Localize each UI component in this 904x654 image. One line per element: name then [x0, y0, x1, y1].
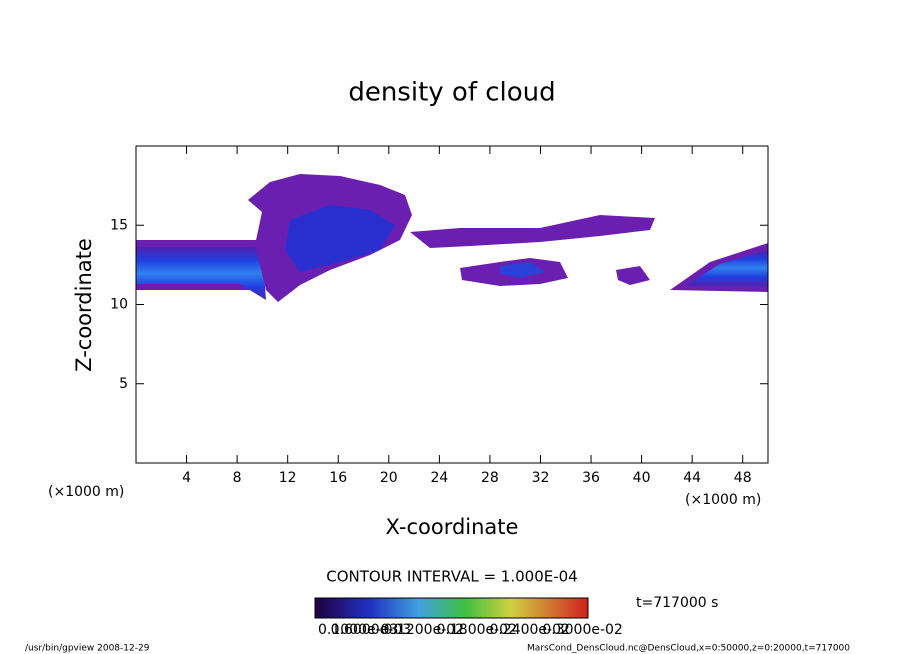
- x-tick-label: 32: [532, 470, 550, 486]
- x-tick-label: 40: [633, 470, 651, 486]
- y-axis-label: Z-coordinate: [72, 238, 96, 372]
- x-tick-label: 28: [481, 470, 499, 486]
- time-label: t=717000 s: [636, 595, 718, 611]
- contour-interval: CONTOUR INTERVAL = 1.000E-04: [326, 568, 577, 586]
- colorbar-label: 0.1000e-03: [318, 622, 398, 638]
- chart-title: density of cloud: [348, 78, 555, 108]
- y-tick-label: 15: [110, 217, 128, 233]
- x-unit: (×1000 m): [48, 484, 124, 500]
- colorbar-label: 0.1800e-02: [437, 622, 517, 638]
- x-tick-label: 24: [430, 470, 448, 486]
- x-tick-label: 36: [582, 470, 600, 486]
- y-tick-label: 10: [110, 297, 128, 313]
- x-tick-label: 48: [734, 470, 752, 486]
- cloud-field: [136, 174, 768, 302]
- x-axis-label: X-coordinate: [386, 515, 519, 539]
- colorbar-label: 0.3000e-02: [542, 622, 622, 638]
- footer: /usr/bin/gpview 2008-12-29: [25, 644, 150, 654]
- x-tick-label: 8: [233, 470, 242, 486]
- colorbar-label: 0.2400e-02: [489, 622, 569, 638]
- colorbar-label: 0.6000e-03: [331, 622, 411, 638]
- colorbar-label: 0.1200e-02: [384, 622, 464, 638]
- plot-frame: [135, 145, 769, 464]
- colorbar: [314, 597, 589, 619]
- x-tick-label: 20: [380, 470, 398, 486]
- x-tick-label: 12: [279, 470, 297, 486]
- x-tick-label: 16: [329, 470, 347, 486]
- x-tick-label: 4: [182, 470, 191, 486]
- x-unit: (×1000 m): [685, 492, 761, 508]
- footer: MarsCond_DensCloud.nc@DensCloud,x=0:5000…: [527, 644, 850, 654]
- y-tick-label: 5: [119, 376, 128, 392]
- x-tick-label: 44: [683, 470, 701, 486]
